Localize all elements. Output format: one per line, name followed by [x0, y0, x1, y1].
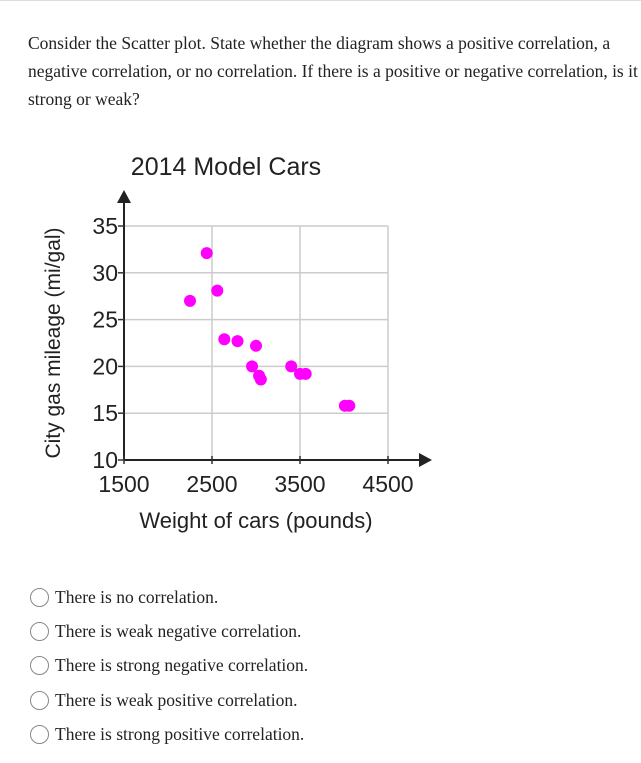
option-label: There is no correlation.	[55, 586, 219, 607]
data-point	[200, 247, 213, 260]
y-tick-label: 30	[92, 260, 118, 286]
data-point	[299, 367, 312, 380]
data-point	[246, 360, 259, 373]
option-label: There is strong negative correlation.	[55, 655, 309, 676]
data-point	[343, 399, 356, 412]
radio-button[interactable]	[30, 656, 49, 676]
top-divider	[0, 0, 641, 1]
x-tick-label: 3500	[274, 471, 325, 497]
x-tick-label: 4500	[362, 471, 413, 497]
answer-options: There is no correlation. There is weak n…	[30, 580, 308, 751]
option-strong-positive[interactable]: There is strong positive correlation.	[30, 717, 308, 751]
x-ticks: 1500 2500 3500 4500	[98, 456, 414, 497]
radio-button[interactable]	[30, 690, 49, 710]
y-ticks: 10 15 20 25 30 35	[92, 213, 124, 473]
radio-button[interactable]	[30, 587, 49, 607]
data-point	[285, 360, 298, 373]
data-point	[211, 284, 224, 297]
axes	[117, 190, 432, 467]
option-label: There is weak positive correlation.	[55, 689, 298, 710]
option-strong-negative[interactable]: There is strong negative correlation.	[30, 649, 308, 683]
option-no-correlation[interactable]: There is no correlation.	[30, 580, 308, 614]
scatter-chart: 2014 Model Cars City gas mileage (mi/gal…	[42, 153, 432, 533]
data-point	[250, 339, 262, 352]
x-axis-arrow-icon	[419, 453, 432, 467]
y-tick-label: 20	[92, 353, 118, 379]
y-tick-label: 15	[92, 400, 118, 426]
chart-title: 2014 Model Cars	[131, 153, 321, 181]
option-weak-negative[interactable]: There is weak negative correlation.	[30, 614, 308, 648]
option-label: There is strong positive correlation.	[55, 723, 305, 744]
x-tick-label: 1500	[98, 471, 149, 497]
x-tick-label: 2500	[186, 471, 237, 497]
y-tick-label: 35	[92, 213, 118, 239]
y-tick-label: 10	[92, 447, 118, 473]
radio-button[interactable]	[30, 621, 49, 641]
data-point	[254, 373, 267, 386]
y-axis-label: City gas mileage (mi/gal)	[42, 227, 65, 458]
radio-button[interactable]	[30, 724, 49, 744]
option-label: There is weak negative correlation.	[55, 620, 302, 641]
data-point	[231, 335, 244, 348]
data-point	[184, 294, 196, 307]
data-points	[184, 247, 356, 412]
y-tick-label: 25	[92, 307, 118, 333]
option-weak-positive[interactable]: There is weak positive correlation.	[30, 683, 308, 717]
question-text: Consider the Scatter plot. State whether…	[28, 33, 638, 109]
data-point	[218, 333, 231, 346]
x-axis-label: Weight of cars (pounds)	[139, 508, 372, 533]
y-axis-arrow-icon	[117, 190, 131, 203]
